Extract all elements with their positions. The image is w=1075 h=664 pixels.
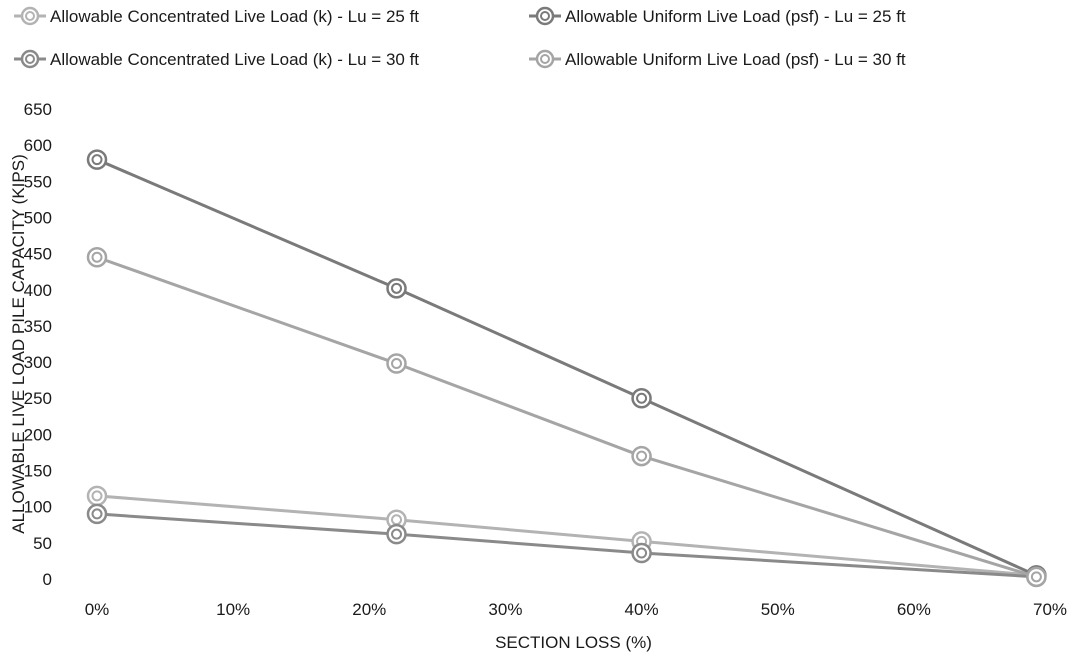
data-point-inner <box>91 154 103 166</box>
y-tick-label: 300 <box>24 353 52 372</box>
series-line <box>96 255 1037 579</box>
legend-swatch-marker-inner <box>540 54 550 64</box>
data-point-inner <box>91 508 103 520</box>
data-point <box>86 503 108 525</box>
y-tick-label: 250 <box>24 389 52 408</box>
legend-swatch-marker <box>20 49 40 69</box>
y-tick-label: 200 <box>24 425 52 444</box>
x-tick-label: 10% <box>216 600 250 619</box>
x-axis-title: SECTION LOSS (%) <box>495 633 652 652</box>
x-tick-label: 50% <box>761 600 795 619</box>
y-tick-label: 650 <box>24 100 52 119</box>
y-axis-title: ALLOWABLE LIVE LOAD PILE CAPACITY (KIPS) <box>9 154 28 534</box>
y-tick-label: 350 <box>24 317 52 336</box>
data-point-inner <box>391 528 403 540</box>
data-point <box>86 485 108 507</box>
legend-item-4: Allowable Uniform Live Load (psf) - Lu =… <box>529 49 906 69</box>
y-tick-label: 50 <box>33 534 52 553</box>
data-point-inner <box>91 251 103 263</box>
x-tick-label: 30% <box>488 600 522 619</box>
series-2 <box>86 149 1047 586</box>
legend-swatch-marker-inner <box>540 11 550 21</box>
legend-label: Allowable Concentrated Live Load (k) - L… <box>50 7 419 26</box>
axes: 0 50 100 150 200 250 300 350 400 450 500 550 600 650 0… <box>24 100 1067 619</box>
legend-swatch-marker <box>535 6 555 26</box>
data-point-inner <box>636 547 648 559</box>
y-tick-label: 550 <box>24 172 52 191</box>
data-point <box>631 445 652 467</box>
legend-item-2: Allowable Uniform Live Load (psf) - Lu =… <box>529 6 906 26</box>
y-tick-label: 400 <box>24 281 52 300</box>
legend-swatch-marker <box>535 49 555 69</box>
data-point-inner <box>391 282 403 294</box>
data-point-inner <box>1030 571 1042 583</box>
legend-label: Allowable Uniform Live Load (psf) - Lu =… <box>565 7 906 26</box>
y-tick-label: 150 <box>24 462 52 481</box>
x-tick-label: 20% <box>352 600 386 619</box>
legend-swatch-marker-inner <box>25 11 35 21</box>
data-point <box>86 149 108 170</box>
plot-area <box>86 149 1047 588</box>
data-point-inner <box>391 358 403 370</box>
y-tick-label: 500 <box>24 208 52 227</box>
series-4 <box>86 246 1047 588</box>
legend-item-3: Allowable Concentrated Live Load (k) - L… <box>14 49 419 69</box>
data-point <box>631 387 652 409</box>
data-point-inner <box>636 392 648 404</box>
legend: Allowable Concentrated Live Load (k) - L… <box>14 6 906 69</box>
series-line <box>96 512 1037 579</box>
data-point-inner <box>91 490 103 502</box>
series-line <box>96 158 1037 577</box>
data-point-inner <box>636 450 648 462</box>
data-point <box>1026 566 1047 588</box>
series-3 <box>86 503 1047 588</box>
series-line <box>96 494 1037 577</box>
x-tick-label: 70% <box>1033 600 1067 619</box>
x-tick-label: 0% <box>85 600 110 619</box>
y-tick-label: 600 <box>24 136 52 155</box>
y-tick-label: 0 <box>43 570 52 589</box>
data-point <box>386 278 407 299</box>
y-tick-label: 450 <box>24 245 52 264</box>
legend-label: Allowable Concentrated Live Load (k) - L… <box>50 50 419 69</box>
data-point <box>386 353 407 374</box>
data-point <box>631 542 652 564</box>
legend-item-1: Allowable Concentrated Live Load (k) - L… <box>14 6 419 26</box>
legend-swatch-marker-inner <box>25 54 35 64</box>
data-point <box>386 523 407 545</box>
x-tick-label: 40% <box>625 600 659 619</box>
y-tick-label: 100 <box>24 498 52 517</box>
legend-label: Allowable Uniform Live Load (psf) - Lu =… <box>565 50 906 69</box>
x-tick-label: 60% <box>897 600 931 619</box>
data-point <box>86 246 108 268</box>
legend-swatch-marker <box>20 6 40 26</box>
